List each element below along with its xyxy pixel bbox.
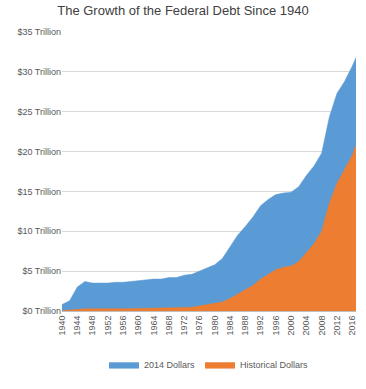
svg-text:1972: 1972 xyxy=(179,316,189,336)
svg-text:1984: 1984 xyxy=(225,316,235,336)
svg-text:The Growth of the Federal Debt: The Growth of the Federal Debt Since 194… xyxy=(57,3,308,18)
svg-text:$15 Trillion: $15 Trillion xyxy=(17,187,61,197)
svg-text:1952: 1952 xyxy=(103,316,113,336)
svg-text:1956: 1956 xyxy=(118,316,128,336)
svg-text:2000: 2000 xyxy=(286,316,296,336)
svg-text:Historical Dollars: Historical Dollars xyxy=(240,360,308,370)
svg-text:$20 Trillion: $20 Trillion xyxy=(17,147,61,157)
svg-text:1964: 1964 xyxy=(149,316,159,336)
svg-text:1944: 1944 xyxy=(72,316,82,336)
svg-text:2016: 2016 xyxy=(347,316,357,336)
svg-text:$30 Trillion: $30 Trillion xyxy=(17,67,61,77)
svg-text:$25 Trillion: $25 Trillion xyxy=(17,107,61,117)
svg-text:$35 Trillion: $35 Trillion xyxy=(17,27,61,37)
svg-text:1940: 1940 xyxy=(57,316,67,336)
svg-text:1980: 1980 xyxy=(210,316,220,336)
svg-text:$10 Trillion: $10 Trillion xyxy=(17,226,61,236)
svg-text:$5 Trillion: $5 Trillion xyxy=(22,266,61,276)
svg-text:1996: 1996 xyxy=(271,316,281,336)
svg-text:$0 Trillion: $0 Trillion xyxy=(22,306,61,316)
svg-text:1976: 1976 xyxy=(194,316,204,336)
svg-text:1992: 1992 xyxy=(255,316,265,336)
svg-text:1988: 1988 xyxy=(240,316,250,336)
svg-text:2004: 2004 xyxy=(301,316,311,336)
svg-text:1968: 1968 xyxy=(164,316,174,336)
svg-text:2012: 2012 xyxy=(332,316,342,336)
svg-text:2014 Dollars: 2014 Dollars xyxy=(144,360,195,370)
svg-text:1960: 1960 xyxy=(133,316,143,336)
svg-text:2008: 2008 xyxy=(317,316,327,336)
svg-text:1948: 1948 xyxy=(87,316,97,336)
